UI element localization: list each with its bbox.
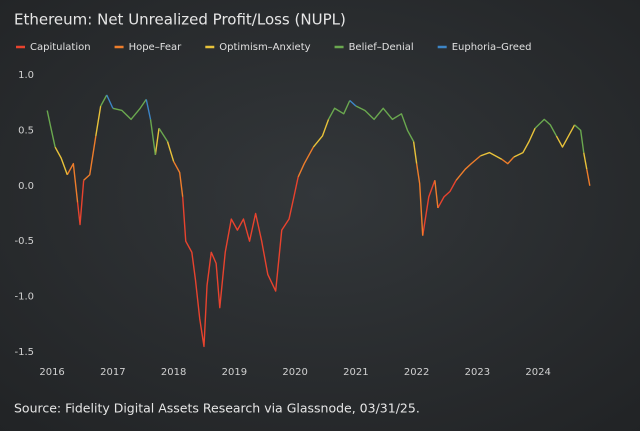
nupl-line (172, 161, 184, 197)
nupl-line (83, 135, 97, 181)
y-tick-label: -1.0 (14, 292, 34, 303)
nupl-line (513, 127, 536, 158)
nupl-line (437, 179, 457, 209)
nupl-line (327, 100, 351, 120)
legend-label: Belief–Denial (349, 42, 414, 53)
nupl-line (66, 162, 79, 203)
nupl-line (312, 119, 330, 148)
nupl-line (349, 100, 357, 107)
source-note: Source: Fidelity Digital Assets Research… (14, 401, 420, 416)
nupl-line (583, 152, 588, 170)
nupl-line (455, 155, 481, 181)
x-tick-label: 2023 (465, 367, 490, 378)
nupl-line (149, 119, 157, 155)
x-tick-label: 2024 (525, 367, 550, 378)
x-tick-label: 2017 (100, 367, 125, 378)
nupl-line (46, 110, 56, 148)
x-tick-label: 2021 (343, 367, 368, 378)
nupl-line (434, 180, 439, 209)
x-tick-label: 2020 (282, 367, 307, 378)
x-tick-label: 2018 (161, 367, 186, 378)
nupl-line (415, 163, 424, 236)
nupl-line (555, 124, 576, 148)
legend-label: Capitulation (30, 42, 91, 53)
nupl-line (412, 141, 418, 164)
nupl-line (76, 180, 85, 226)
nupl-line (501, 156, 515, 165)
chart-title: Ethereum: Net Unrealized Profit/Loss (NU… (14, 11, 346, 29)
nupl-line (106, 94, 114, 109)
y-tick-label: 1.0 (18, 70, 34, 81)
nupl-line (154, 128, 160, 155)
nupl-line (355, 105, 415, 142)
nupl-line (158, 127, 169, 142)
x-tick-label: 2022 (404, 367, 429, 378)
nupl-line (534, 118, 558, 137)
nupl-line (480, 151, 503, 160)
nupl-line (574, 124, 585, 153)
nupl-line (586, 169, 591, 186)
nupl-line (182, 176, 299, 348)
legend-label: Euphoria–Greed (452, 42, 532, 53)
legend-label: Optimism–Anxiety (219, 42, 310, 53)
nupl-line (54, 146, 68, 175)
nupl-line (95, 105, 102, 137)
nupl-line (166, 141, 175, 162)
legend-label: Hope–Fear (129, 42, 183, 53)
nupl-line (422, 180, 436, 236)
x-tick-label: 2016 (39, 367, 64, 378)
y-tick-label: -1.5 (14, 347, 34, 358)
y-tick-label: 0.5 (18, 125, 34, 136)
y-tick-label: 0.0 (18, 181, 34, 192)
nupl-line (145, 99, 152, 120)
x-tick-label: 2019 (222, 367, 247, 378)
nupl-line (100, 94, 108, 107)
y-tick-label: -0.5 (14, 236, 34, 247)
nupl-line (297, 146, 314, 178)
nupl-line (112, 99, 147, 121)
